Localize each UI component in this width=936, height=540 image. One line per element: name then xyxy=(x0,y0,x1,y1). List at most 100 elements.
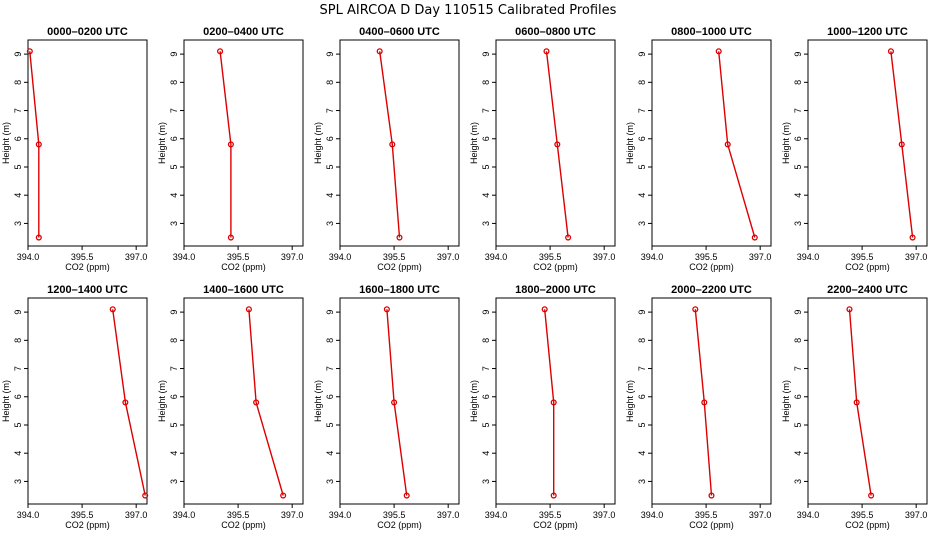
y-tick-label: 4 xyxy=(169,451,179,456)
y-tick-label: 4 xyxy=(793,451,803,456)
x-tick-label: 395.5 xyxy=(227,252,250,262)
y-tick-label: 9 xyxy=(13,52,23,57)
x-axis-label: CO2 (ppm) xyxy=(845,520,890,530)
y-tick-label: 5 xyxy=(637,164,647,169)
data-point xyxy=(692,306,699,313)
data-point xyxy=(868,492,875,499)
y-tick-label: 7 xyxy=(637,108,647,113)
y-tick-label: 5 xyxy=(793,164,803,169)
y-tick-label: 6 xyxy=(793,394,803,399)
data-point xyxy=(383,306,390,313)
x-tick-label: 395.5 xyxy=(851,252,874,262)
y-tick-label: 9 xyxy=(325,310,335,315)
x-tick-label: 397.0 xyxy=(749,510,772,520)
data-point xyxy=(853,399,860,406)
data-point xyxy=(541,306,548,313)
y-tick-label: 6 xyxy=(169,394,179,399)
y-tick-label: 9 xyxy=(13,310,23,315)
y-axis-label: Height (m) xyxy=(469,380,479,422)
y-tick-label: 4 xyxy=(637,451,647,456)
x-axis-label: CO2 (ppm) xyxy=(533,262,578,272)
x-tick-label: 397.0 xyxy=(281,252,304,262)
profile-panel: 0800–1000 UTC 394.0 395.5 397.0 3 4 5 6 7 8 9 CO2 (… xyxy=(625,26,772,272)
panel-title: 1800–2000 UTC xyxy=(515,284,596,296)
y-tick-label: 4 xyxy=(637,193,647,198)
plot-frame xyxy=(495,297,616,505)
data-point xyxy=(751,234,758,241)
profile-panel: 0200–0400 UTC 394.0 395.5 397.0 3 4 5 6 7 8 9 CO2 (… xyxy=(157,26,304,272)
y-tick-label: 8 xyxy=(13,338,23,343)
profile-panel: 1000–1200 UTC 394.0 395.5 397.0 3 4 5 6 7 8 9 CO2 (… xyxy=(781,26,928,272)
x-tick-label: 395.5 xyxy=(383,252,406,262)
data-point xyxy=(898,141,905,148)
data-point xyxy=(846,306,853,313)
y-axis-label: Height (m) xyxy=(469,122,479,164)
y-tick-label: 6 xyxy=(169,136,179,141)
figure-title: SPL AIRCOA D Day 110515 Calibrated Profi… xyxy=(320,3,617,18)
data-point xyxy=(253,399,260,406)
data-point xyxy=(550,399,557,406)
data-point xyxy=(909,234,916,241)
y-axis-label: Height (m) xyxy=(313,380,323,422)
x-tick-label: 395.5 xyxy=(383,510,406,520)
y-tick-label: 6 xyxy=(13,394,23,399)
y-tick-label: 7 xyxy=(793,108,803,113)
x-tick-label: 395.5 xyxy=(227,510,250,520)
plot-frame xyxy=(651,39,772,247)
profile-line xyxy=(718,51,756,238)
y-tick-label: 9 xyxy=(793,52,803,57)
x-axis-label: CO2 (ppm) xyxy=(65,262,110,272)
y-tick-label: 6 xyxy=(481,394,491,399)
panel-title: 0200–0400 UTC xyxy=(203,26,284,38)
panel-title: 1400–1600 UTC xyxy=(203,284,284,296)
profile-line xyxy=(848,309,872,496)
panel-title: 2000–2200 UTC xyxy=(671,284,752,296)
y-tick-label: 6 xyxy=(637,394,647,399)
data-point xyxy=(396,234,403,241)
y-tick-label: 4 xyxy=(325,193,335,198)
y-tick-label: 8 xyxy=(637,338,647,343)
data-point xyxy=(35,141,42,148)
panel-grid: 0000–0200 UTC 394.0 395.5 397.0 3 4 5 6 7 8 9 CO2 (… xyxy=(1,26,928,530)
x-tick-label: 395.5 xyxy=(695,510,718,520)
x-axis-label: CO2 (ppm) xyxy=(845,262,890,272)
y-tick-label: 5 xyxy=(169,164,179,169)
profile-panel: 1800–2000 UTC 394.0 395.5 397.0 3 4 5 6 7 8 9 CO2 (… xyxy=(469,284,616,530)
x-tick-label: 395.5 xyxy=(851,510,874,520)
x-tick-label: 395.5 xyxy=(539,510,562,520)
x-tick-label: 395.5 xyxy=(539,252,562,262)
y-tick-label: 4 xyxy=(13,193,23,198)
x-tick-label: 394.0 xyxy=(797,252,820,262)
y-tick-label: 3 xyxy=(13,479,23,484)
plot-frame xyxy=(27,39,148,247)
data-point xyxy=(708,492,715,499)
y-tick-label: 3 xyxy=(637,221,647,226)
y-tick-label: 5 xyxy=(325,422,335,427)
panel-title: 0600–0800 UTC xyxy=(515,26,596,38)
y-tick-label: 3 xyxy=(481,479,491,484)
x-tick-label: 394.0 xyxy=(641,510,664,520)
data-point xyxy=(227,141,234,148)
y-tick-label: 5 xyxy=(793,422,803,427)
x-tick-label: 394.0 xyxy=(173,252,196,262)
y-tick-label: 4 xyxy=(325,451,335,456)
y-tick-label: 9 xyxy=(637,310,647,315)
y-tick-label: 9 xyxy=(637,52,647,57)
profile-panel: 1200–1400 UTC 394.0 395.5 397.0 3 4 5 6 7 8 9 CO2 (… xyxy=(1,284,149,530)
y-tick-label: 8 xyxy=(325,80,335,85)
y-tick-label: 8 xyxy=(637,80,647,85)
y-tick-label: 6 xyxy=(481,136,491,141)
y-tick-label: 8 xyxy=(325,338,335,343)
x-tick-label: 394.0 xyxy=(173,510,196,520)
y-tick-label: 8 xyxy=(169,338,179,343)
x-tick-label: 394.0 xyxy=(329,252,352,262)
y-tick-label: 6 xyxy=(13,136,23,141)
y-axis-label: Height (m) xyxy=(781,380,791,422)
y-tick-label: 3 xyxy=(169,479,179,484)
x-tick-label: 394.0 xyxy=(485,252,508,262)
y-tick-label: 4 xyxy=(793,193,803,198)
profile-panel: 2000–2200 UTC 394.0 395.5 397.0 3 4 5 6 7 8 9 CO2 (… xyxy=(625,284,772,530)
profile-line xyxy=(386,309,408,496)
data-point xyxy=(245,306,252,313)
